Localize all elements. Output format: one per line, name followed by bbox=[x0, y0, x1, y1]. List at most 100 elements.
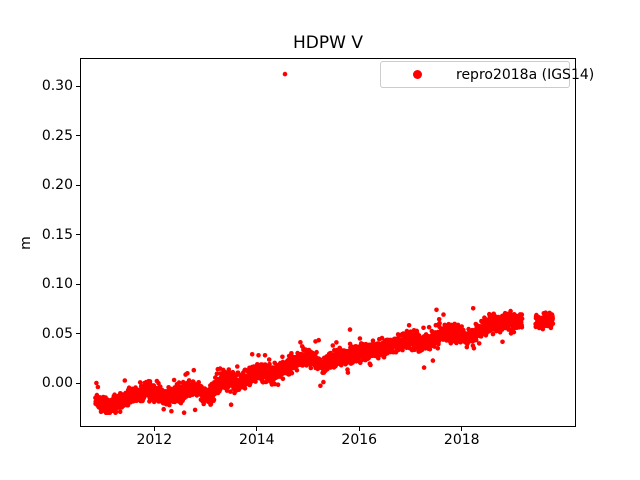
data-point bbox=[253, 379, 258, 384]
y-tick-mark bbox=[76, 135, 80, 137]
data-point bbox=[437, 321, 442, 326]
data-point bbox=[430, 358, 436, 363]
y-tick-label: 0.15 bbox=[41, 226, 73, 243]
data-point bbox=[470, 306, 476, 311]
data-point bbox=[156, 380, 161, 386]
data-point bbox=[161, 406, 166, 412]
data-point bbox=[459, 324, 465, 329]
x-tick-mark bbox=[256, 427, 258, 431]
y-tick-label: 0.25 bbox=[41, 127, 73, 144]
data-point bbox=[426, 324, 432, 330]
data-point bbox=[169, 408, 174, 414]
data-point bbox=[228, 389, 233, 394]
data-point bbox=[370, 338, 376, 344]
data-point bbox=[400, 347, 405, 353]
data-point bbox=[196, 380, 201, 385]
x-tick-label: 2018 bbox=[443, 432, 480, 448]
data-point bbox=[308, 365, 314, 371]
data-point bbox=[357, 336, 363, 341]
data-point bbox=[275, 382, 281, 388]
data-point bbox=[543, 310, 548, 316]
legend-label: repro2018a (IGS14) bbox=[456, 66, 595, 83]
data-point bbox=[214, 371, 220, 377]
y-tick-mark bbox=[76, 283, 80, 285]
data-point bbox=[318, 383, 323, 389]
data-point bbox=[316, 337, 322, 343]
legend-marker-icon bbox=[413, 70, 422, 79]
data-point bbox=[122, 378, 128, 383]
data-point bbox=[185, 371, 190, 376]
data-point bbox=[490, 331, 496, 337]
data-point bbox=[298, 340, 303, 345]
data-point bbox=[167, 402, 172, 408]
data-point bbox=[228, 402, 234, 408]
x-tick-label: 2012 bbox=[136, 432, 173, 448]
x-tick-mark bbox=[153, 427, 155, 431]
data-point bbox=[147, 379, 153, 384]
data-point bbox=[334, 340, 339, 345]
data-point bbox=[519, 312, 525, 317]
data-point bbox=[262, 353, 268, 358]
data-point bbox=[280, 376, 286, 382]
y-tick-mark bbox=[76, 85, 80, 87]
data-point bbox=[421, 325, 426, 331]
data-point bbox=[421, 365, 427, 370]
data-point bbox=[254, 362, 260, 367]
data-point bbox=[448, 341, 454, 346]
y-tick-label: 0.30 bbox=[41, 78, 73, 95]
data-point bbox=[412, 347, 418, 353]
data-point bbox=[256, 353, 261, 358]
data-point bbox=[511, 329, 517, 335]
y-tick-label: 0.10 bbox=[41, 276, 73, 293]
data-point bbox=[192, 407, 198, 413]
data-point bbox=[280, 354, 285, 360]
data-point bbox=[345, 358, 351, 364]
data-point bbox=[289, 370, 295, 376]
data-point bbox=[500, 339, 505, 345]
data-point bbox=[282, 71, 288, 77]
data-point bbox=[476, 341, 482, 346]
data-point bbox=[345, 370, 351, 375]
legend: repro2018a (IGS14) bbox=[380, 61, 594, 88]
x-tick-label: 2016 bbox=[341, 432, 378, 448]
data-point bbox=[226, 367, 232, 372]
data-point bbox=[191, 367, 197, 373]
data-point bbox=[435, 346, 441, 351]
data-point bbox=[266, 357, 272, 362]
data-point bbox=[211, 397, 217, 403]
y-tick-mark bbox=[76, 333, 80, 335]
data-point bbox=[215, 366, 221, 372]
data-point bbox=[289, 351, 294, 356]
data-point bbox=[181, 410, 187, 416]
data-point bbox=[137, 380, 143, 385]
y-tick-mark bbox=[76, 184, 80, 186]
data-point bbox=[321, 379, 326, 385]
data-point bbox=[117, 409, 123, 415]
y-tick-mark bbox=[76, 234, 80, 236]
chart-title: HDPW V bbox=[293, 33, 363, 53]
data-point bbox=[550, 316, 555, 321]
data-point bbox=[113, 409, 119, 415]
data-point bbox=[441, 312, 446, 317]
data-point bbox=[471, 346, 477, 351]
y-tick-mark bbox=[76, 382, 80, 384]
data-point bbox=[235, 364, 240, 369]
data-point bbox=[95, 384, 101, 390]
data-point bbox=[314, 349, 319, 355]
data-point bbox=[350, 358, 356, 364]
data-point bbox=[473, 337, 479, 343]
data-point bbox=[347, 327, 353, 332]
data-point bbox=[171, 377, 177, 383]
data-point bbox=[176, 380, 182, 385]
data-point bbox=[442, 322, 448, 328]
data-point bbox=[519, 316, 525, 322]
data-point bbox=[427, 346, 433, 352]
data-point bbox=[330, 343, 336, 348]
data-point bbox=[379, 335, 385, 341]
data-point bbox=[519, 325, 525, 330]
data-point bbox=[242, 386, 248, 391]
data-point bbox=[294, 368, 300, 373]
data-point bbox=[158, 384, 163, 390]
x-tick-mark bbox=[461, 427, 463, 431]
data-point bbox=[208, 401, 214, 407]
